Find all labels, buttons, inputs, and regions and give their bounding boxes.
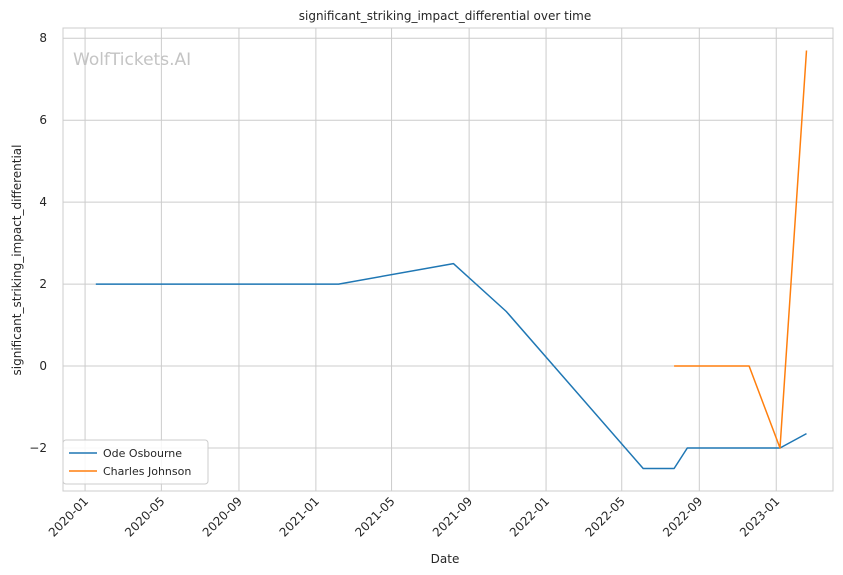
x-axis-title: Date	[431, 552, 460, 566]
watermark: WolfTickets.AI	[73, 50, 191, 70]
x-tick-label: 2023-01	[737, 494, 782, 539]
legend-label-ode-osbourne: Ode Osbourne	[103, 447, 182, 460]
y-axis-title: significant_striking_impact_differential	[10, 145, 24, 376]
x-tick-label: 2021-05	[352, 494, 397, 539]
y-tick-label: 0	[39, 359, 47, 373]
x-tick-label: 2020-05	[122, 494, 167, 539]
x-tick-label: 2022-05	[583, 494, 628, 539]
plot-background	[63, 28, 833, 491]
y-tick-label: 2	[39, 277, 47, 291]
series-line-ode-osbourne	[95, 262, 807, 470]
x-tick-label: 2020-01	[46, 494, 91, 539]
x-tick-label: 2022-01	[507, 494, 552, 539]
legend: Ode Osbourne Charles Johnson	[62, 439, 209, 485]
x-gridlines	[84, 28, 777, 491]
series-lines	[95, 50, 808, 470]
x-tick-label: 2021-09	[430, 494, 475, 539]
x-tick-label: 2021-01	[277, 494, 322, 539]
x-tick-labels: 2020-01 2020-05 2020-09 2021-01 2021-05 2021-…	[46, 494, 783, 539]
y-tick-label: 8	[39, 31, 47, 45]
y-tick-label: −2	[29, 441, 47, 455]
y-tick-label: 6	[39, 113, 47, 127]
y-tick-labels: −2 0 2 4 6 8	[29, 31, 47, 455]
x-tick-label: 2020-09	[200, 494, 245, 539]
y-tick-label: 4	[39, 195, 47, 209]
legend-box	[62, 439, 209, 485]
legend-label-charles-johnson: Charles Johnson	[103, 465, 191, 478]
x-tick-label: 2022-09	[660, 494, 705, 539]
series-line-charles-johnson	[674, 50, 808, 449]
chart-title: significant_striking_impact_differential…	[299, 9, 591, 23]
plot-frame	[62, 27, 834, 492]
